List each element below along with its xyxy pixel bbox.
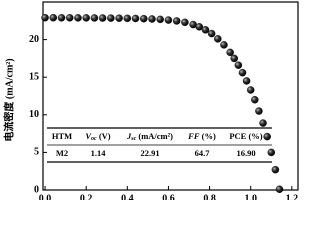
table-cell: 1.14 [91, 148, 107, 158]
x-tick-label: 1.0 [244, 193, 257, 200]
y-tick-label: 20 [29, 34, 39, 45]
table-cell: 64.7 [195, 148, 211, 158]
data-point [214, 35, 222, 43]
data-point [82, 14, 90, 22]
data-point [90, 14, 99, 22]
unit: (mA/cm²) [136, 131, 173, 141]
data-point [115, 14, 123, 22]
data-point [74, 14, 82, 22]
data-point [148, 15, 156, 23]
unit: (%) [200, 131, 216, 141]
table-header: Jsc (mA/cm²) [126, 131, 173, 142]
data-point [65, 14, 74, 22]
data-point [255, 107, 263, 115]
page: 电流密度 (mA/cm²) HTM Voc (V) Jsc (mA/cm²) F… [2, 1, 299, 200]
data-point [263, 132, 271, 141]
data-point [259, 119, 267, 127]
data-point [131, 14, 140, 23]
data-point [181, 18, 189, 27]
data-point [267, 148, 276, 157]
data-point [164, 16, 173, 24]
table-cell: 22.91 [140, 148, 159, 158]
data-point [41, 13, 49, 22]
data-point [98, 14, 107, 22]
chart: 电流密度 (mA/cm²) HTM Voc (V) Jsc (mA/cm²) F… [2, 1, 299, 200]
x-tick-label: 0.0 [39, 193, 52, 200]
data-point [251, 96, 259, 104]
y-axis-label: 电流密度 (mA/cm²) [2, 58, 15, 141]
subscript: oc [91, 136, 97, 142]
data-point [57, 14, 66, 22]
table-header: FF (%) [187, 131, 216, 141]
data-point [201, 26, 210, 34]
x-tick-label: 0.2 [80, 193, 93, 200]
data-point [207, 29, 216, 38]
table: HTM Voc (V) Jsc (mA/cm²) FF (%) PCE (%) … [47, 127, 272, 163]
data-point [195, 23, 204, 31]
table-cell: 16.90 [236, 148, 255, 158]
data-point [220, 41, 228, 49]
data-point [275, 185, 284, 193]
y-tick-label: 0 [34, 184, 39, 195]
table-header: Voc (V) [85, 131, 110, 142]
data-point [238, 68, 247, 77]
data-point [123, 14, 132, 23]
data-point [49, 13, 58, 22]
x-tick-label: 0.8 [203, 193, 216, 200]
x-tick-label: 1.2 [286, 193, 299, 200]
subscript: sc [130, 136, 136, 142]
y-tick-label: 10 [29, 109, 39, 120]
table-header: HTM [52, 131, 72, 141]
x-tick-label: 0.6 [162, 193, 175, 200]
data-point [107, 14, 115, 22]
data-point [140, 14, 148, 23]
data-point [230, 54, 238, 63]
symbol: V [85, 131, 92, 141]
data-point [156, 15, 164, 24]
data-point [234, 61, 243, 69]
y-tick-label: 5 [34, 147, 39, 158]
symbol: FF [187, 131, 200, 141]
data-point [271, 165, 280, 174]
data-point [246, 86, 255, 94]
unit: (V) [97, 131, 111, 141]
plot-frame [42, 1, 299, 191]
data-point [226, 48, 234, 57]
table-cell: M2 [56, 148, 68, 158]
x-tick-label: 0.4 [121, 193, 134, 200]
symbol: J [126, 131, 132, 141]
y-tick-label: 15 [29, 71, 39, 82]
table-header: PCE (%) [229, 131, 262, 141]
data-point [242, 77, 251, 85]
data-point [172, 17, 181, 25]
